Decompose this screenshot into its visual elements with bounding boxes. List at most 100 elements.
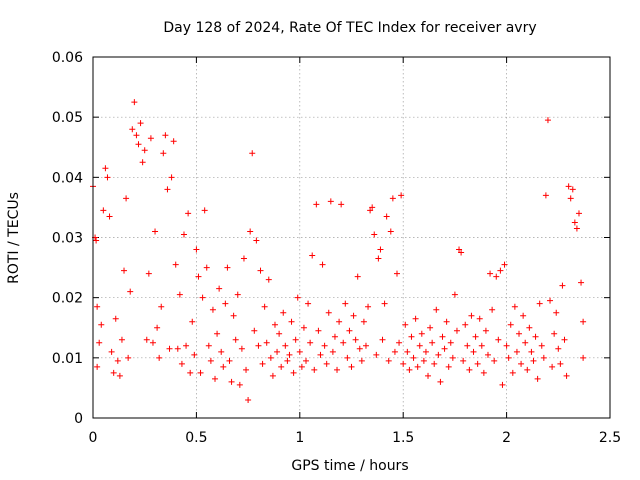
data-point	[524, 366, 531, 373]
data-point	[391, 348, 398, 355]
data-point	[207, 357, 214, 364]
data-point	[429, 339, 436, 346]
data-point	[178, 360, 185, 367]
data-point	[458, 249, 465, 256]
data-point	[551, 330, 558, 337]
data-point	[166, 345, 173, 352]
data-point	[112, 315, 119, 322]
data-point	[513, 348, 520, 355]
data-point	[575, 210, 582, 217]
data-point	[367, 207, 374, 214]
data-point	[499, 381, 506, 388]
data-point	[451, 291, 458, 298]
data-point	[282, 342, 289, 349]
data-point	[484, 351, 491, 358]
data-point	[319, 261, 326, 268]
data-point	[497, 267, 504, 274]
data-point	[199, 294, 206, 301]
data-point	[503, 342, 510, 349]
data-point	[238, 345, 245, 352]
data-point	[160, 150, 167, 157]
data-point	[482, 327, 489, 334]
data-point	[542, 192, 549, 199]
data-point	[493, 273, 500, 280]
data-point	[468, 312, 475, 319]
data-point	[470, 348, 477, 355]
x-tick-label: 2.5	[599, 430, 621, 446]
data-point	[292, 336, 299, 343]
data-point	[385, 357, 392, 364]
data-point	[480, 369, 487, 376]
data-point	[125, 354, 132, 361]
data-point	[414, 363, 421, 370]
data-point	[456, 246, 463, 253]
x-axis-label: GPS time / hours	[291, 458, 408, 474]
data-point	[311, 366, 318, 373]
data-point	[547, 297, 554, 304]
x-tick-label: 1	[295, 430, 304, 446]
data-point	[420, 357, 427, 364]
data-point	[340, 339, 347, 346]
data-point	[222, 300, 229, 307]
data-point	[329, 348, 336, 355]
data-point	[338, 201, 345, 208]
y-tick-label: 0.01	[52, 351, 83, 367]
data-point	[288, 318, 295, 325]
data-point	[441, 345, 448, 352]
data-point	[234, 291, 241, 298]
data-point	[271, 321, 278, 328]
chart-title: Day 128 of 2024, Rate Of TEC Index for r…	[163, 20, 536, 36]
data-point	[489, 306, 496, 313]
data-point	[389, 195, 396, 202]
data-point	[516, 330, 523, 337]
data-point	[216, 285, 223, 292]
data-point	[344, 354, 351, 361]
data-point	[331, 333, 338, 340]
data-point	[538, 342, 545, 349]
data-point	[214, 330, 221, 337]
data-point	[243, 366, 250, 373]
data-point	[412, 315, 419, 322]
data-point	[472, 333, 479, 340]
data-point	[495, 336, 502, 343]
data-point	[245, 396, 252, 403]
data-point	[139, 159, 146, 166]
data-point	[350, 312, 357, 319]
data-point	[327, 198, 334, 205]
data-point	[563, 372, 570, 379]
data-point	[317, 351, 324, 358]
data-point	[265, 276, 272, 283]
data-point	[230, 312, 237, 319]
data-point	[346, 327, 353, 334]
data-point	[323, 360, 330, 367]
data-point	[491, 357, 498, 364]
data-point	[102, 165, 109, 172]
data-point	[387, 228, 394, 235]
data-point	[172, 261, 179, 268]
data-point	[371, 231, 378, 238]
data-point	[255, 342, 262, 349]
data-point	[149, 339, 156, 346]
data-point	[358, 357, 365, 364]
data-point	[445, 363, 452, 370]
data-point	[443, 318, 450, 325]
data-point	[193, 246, 200, 253]
data-point	[212, 375, 219, 382]
data-points-layer	[90, 99, 587, 403]
data-point	[567, 195, 574, 202]
x-tick-label: 0	[89, 430, 98, 446]
data-point	[383, 213, 390, 220]
data-point	[580, 354, 587, 361]
data-point	[298, 363, 305, 370]
data-point	[274, 348, 281, 355]
data-point	[580, 318, 587, 325]
y-tick-label: 0	[74, 411, 83, 427]
data-point	[158, 303, 165, 310]
data-point	[94, 303, 101, 310]
data-point	[135, 141, 142, 148]
data-point	[220, 363, 227, 370]
data-point	[315, 327, 322, 334]
data-point	[305, 300, 312, 307]
data-point	[236, 381, 243, 388]
